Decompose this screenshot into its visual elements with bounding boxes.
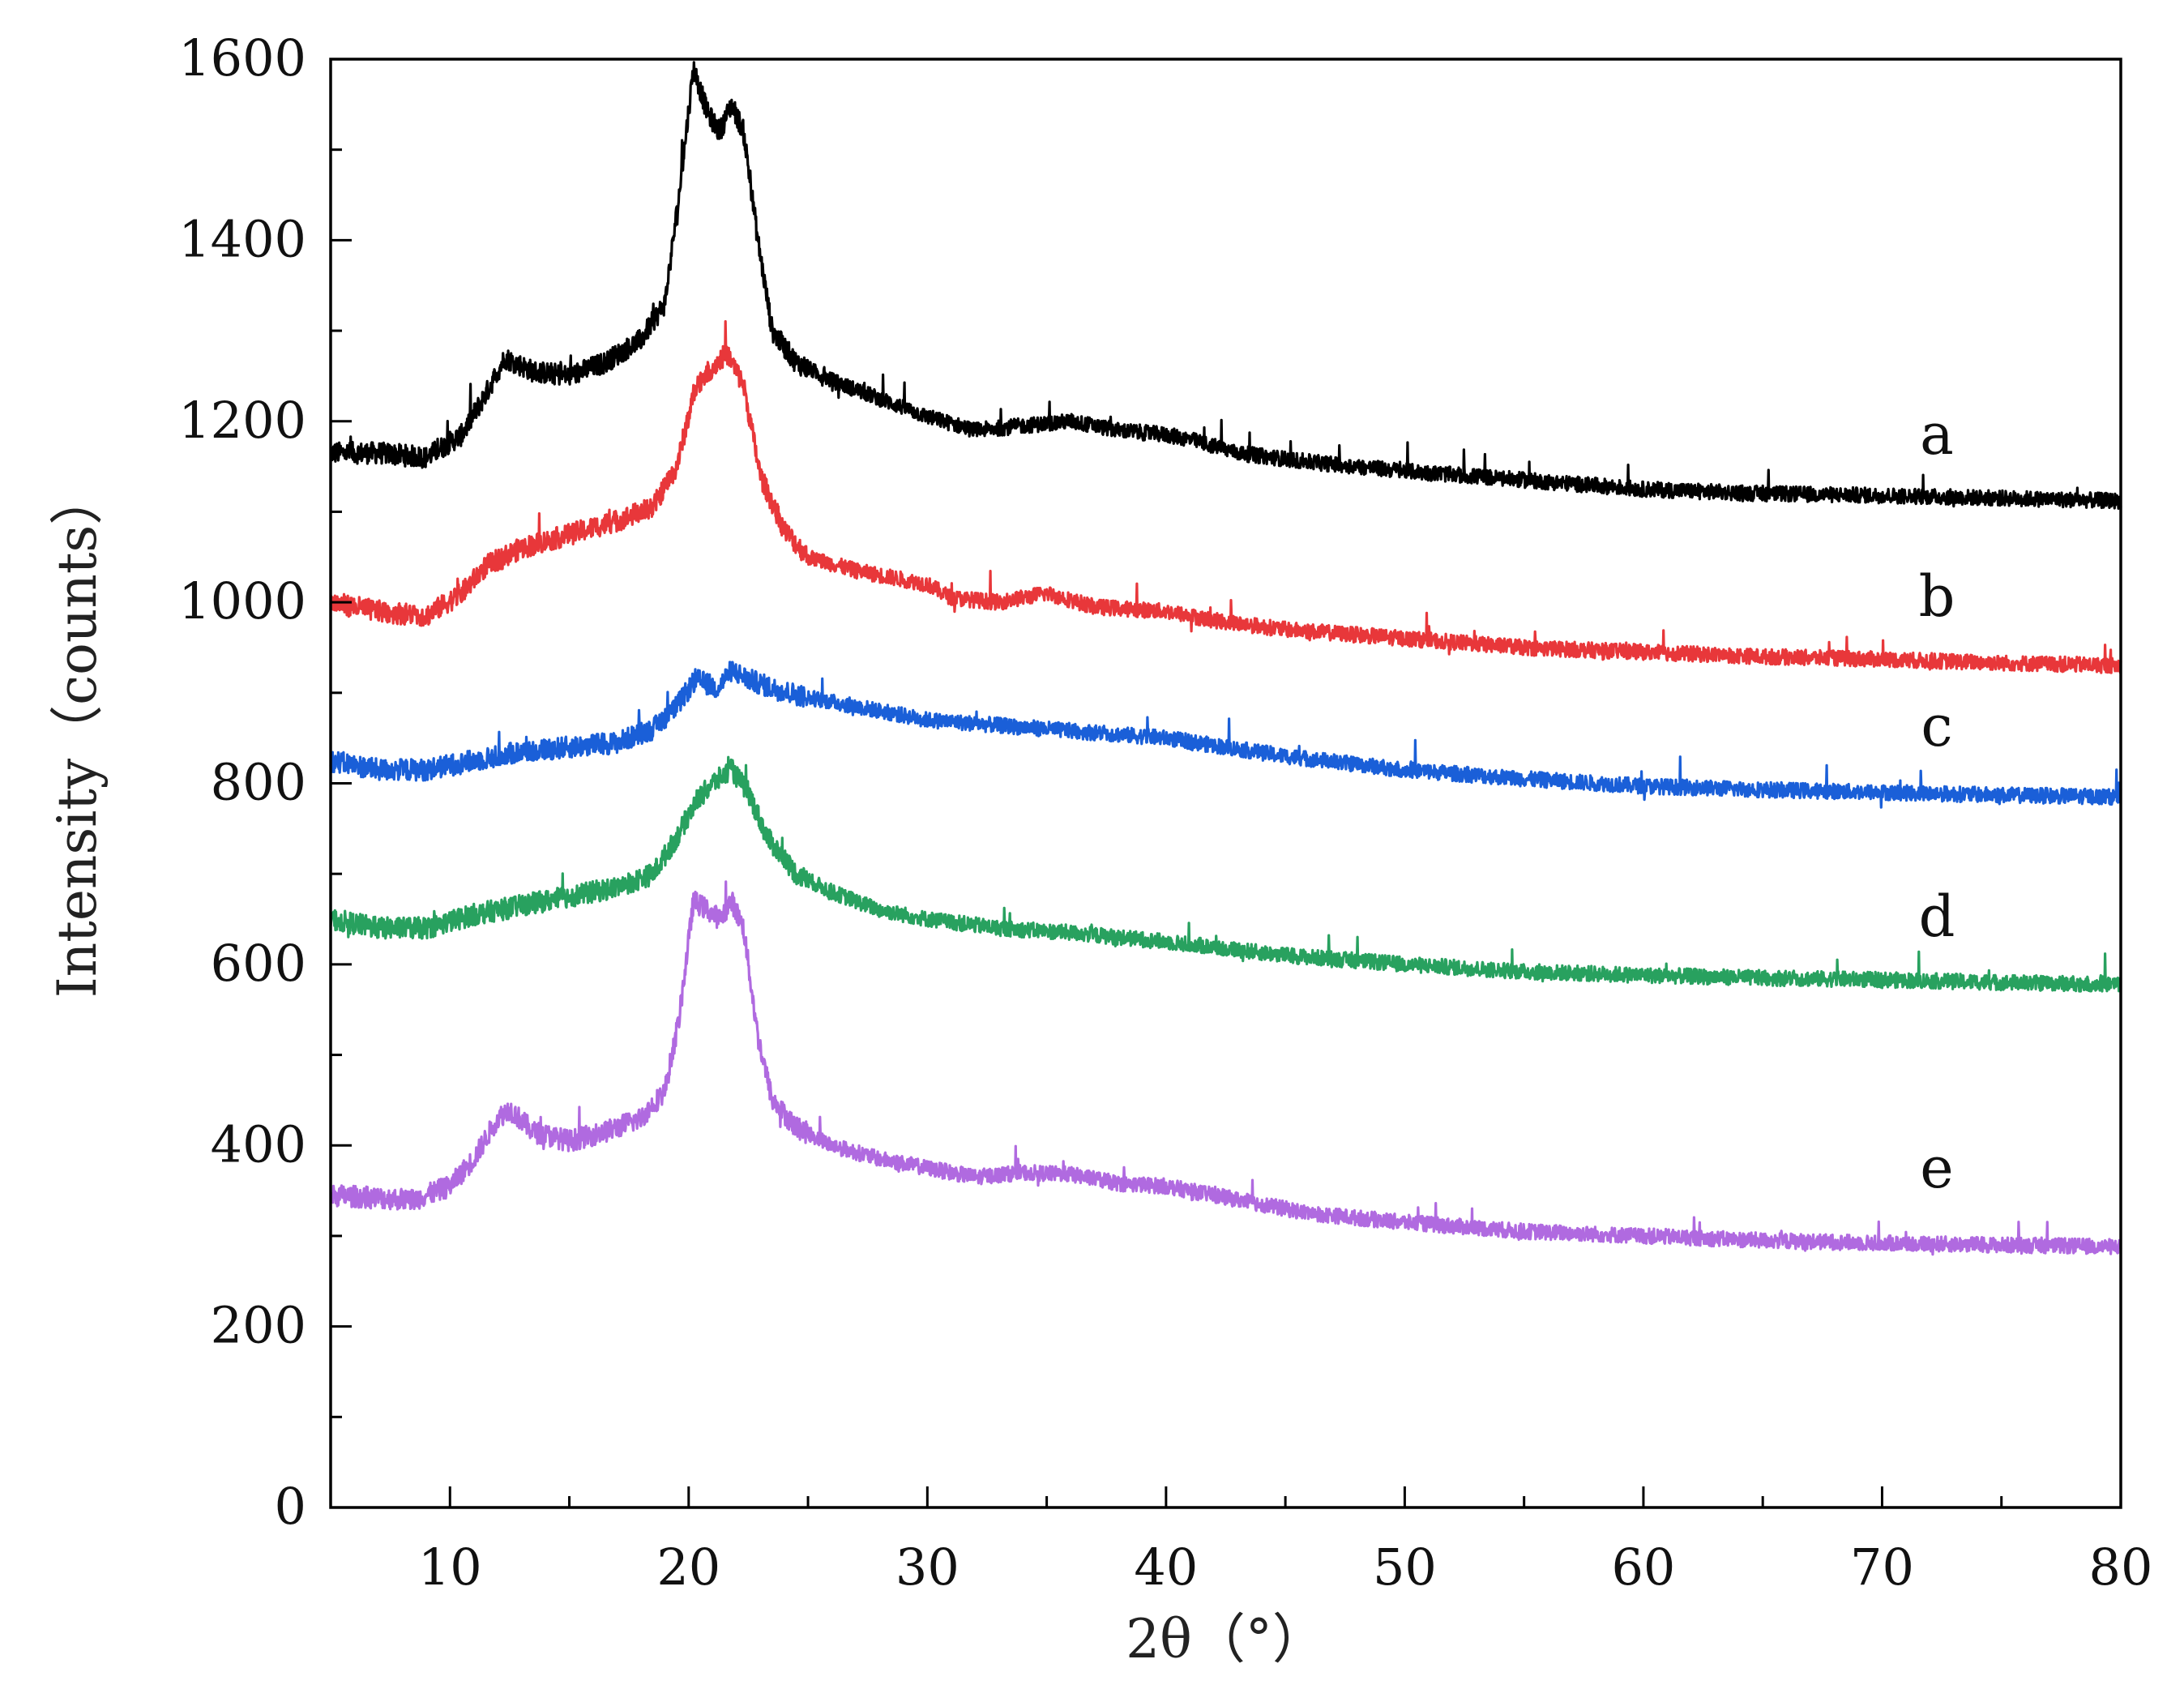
y-axis-title: Intensity（counts） — [46, 472, 109, 999]
series-line-c — [329, 661, 2122, 809]
series-line-e — [329, 880, 2122, 1256]
x-tick-label: 80 — [2089, 1537, 2153, 1597]
x-axis-title: 2θ（°） — [1126, 1608, 1326, 1670]
y-tick-label: 1000 — [178, 571, 306, 631]
series-label-a: a — [1920, 401, 1954, 468]
x-tick-label: 30 — [895, 1537, 960, 1597]
y-tick-label: 800 — [211, 753, 306, 812]
y-tick-label: 600 — [211, 934, 306, 993]
series-label-c: c — [1921, 693, 1952, 759]
series-layer — [329, 61, 2122, 1256]
x-tick-label: 70 — [1850, 1537, 1914, 1597]
series-line-b — [329, 320, 2122, 674]
series-label-b: b — [1919, 563, 1955, 630]
x-tick-label: 10 — [418, 1537, 482, 1597]
y-tick-label: 1200 — [178, 391, 306, 450]
y-tick-label: 400 — [211, 1114, 306, 1174]
x-tick-label: 60 — [1611, 1537, 1675, 1597]
series-line-d — [329, 755, 2122, 993]
axes-layer: 10 20 30 40 50 60 70 80020040060080010001200140… — [46, 28, 2152, 1670]
labels-layer: a bc d e — [1919, 401, 1955, 1201]
x-tick-label: 50 — [1373, 1537, 1437, 1597]
series-line-a — [329, 61, 2122, 510]
y-tick-label: 1400 — [178, 209, 306, 268]
y-tick-label: 0 — [275, 1477, 306, 1536]
y-tick-label: 200 — [211, 1296, 306, 1355]
series-label-d: d — [1919, 883, 1955, 950]
y-tick-label: 1600 — [178, 28, 306, 88]
x-tick-label: 20 — [656, 1537, 720, 1597]
x-tick-label: 40 — [1134, 1537, 1198, 1597]
series-label-e: e — [1920, 1135, 1953, 1201]
